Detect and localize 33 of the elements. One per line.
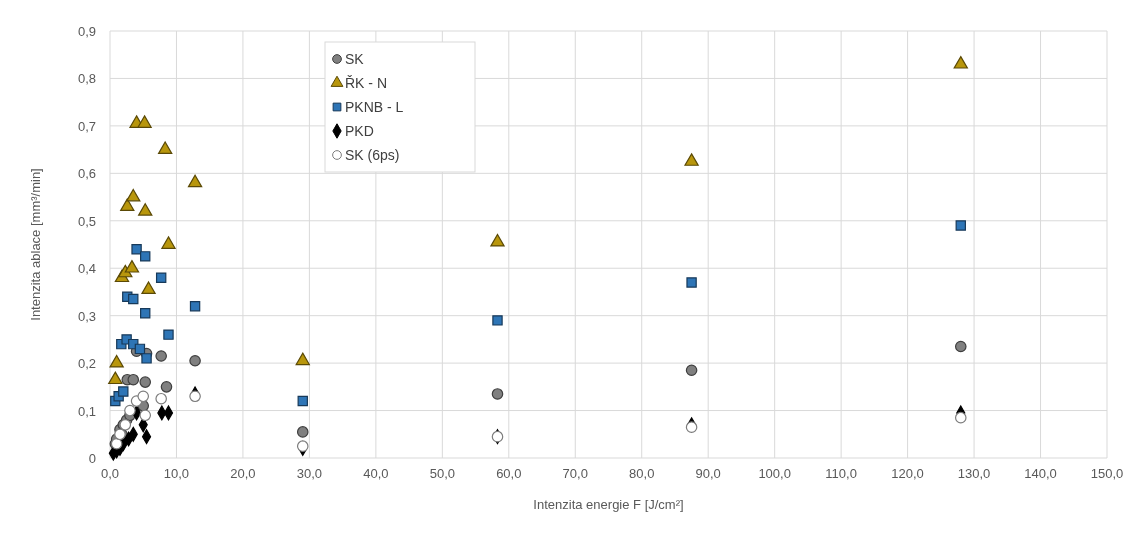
x-tick-label: 40,0 xyxy=(363,466,389,481)
x-tick-label: 130,0 xyxy=(957,466,991,481)
y-tick-label: 0,6 xyxy=(77,166,96,182)
legend-label: PKNB - L xyxy=(345,99,404,115)
y-tick-label: 0,9 xyxy=(77,24,96,39)
x-tick-label: 90,0 xyxy=(695,466,721,481)
x-tick-label: 10,0 xyxy=(163,466,190,481)
legend-label: SK (6ps) xyxy=(345,147,400,163)
x-tick-label: 120,0 xyxy=(891,466,924,481)
legend-label: PKD xyxy=(345,123,374,139)
x-tick-label: 0,0 xyxy=(100,466,120,481)
y-tick-label: 0,2 xyxy=(77,356,96,372)
x-tick-label: 60,0 xyxy=(496,466,522,481)
x-tick-label: 150,0 xyxy=(1090,466,1124,481)
legend-label: SK xyxy=(345,51,365,67)
legend-label: ŘK - N xyxy=(345,75,387,91)
x-tick-label: 50,0 xyxy=(429,466,455,481)
x-tick-label: 80,0 xyxy=(629,466,655,481)
y-tick-label: 0 xyxy=(88,451,96,466)
x-tick-label: 30,0 xyxy=(296,466,323,481)
x-tick-label: 100,0 xyxy=(758,466,791,481)
y-tick-label: 0,5 xyxy=(77,213,96,229)
x-axis-title: Intenzita energie F [J/cm²] xyxy=(533,497,684,512)
x-tick-label: 110,0 xyxy=(825,466,857,481)
y-axis-title: Intenzita ablace [mm³/min] xyxy=(28,168,43,321)
x-tick-label: 20,0 xyxy=(230,466,256,481)
y-tick-label: 0,8 xyxy=(77,71,96,87)
x-tick-label: 140,0 xyxy=(1024,466,1057,481)
y-tick-label: 0,4 xyxy=(77,261,96,277)
x-tick-label: 70,0 xyxy=(562,466,588,481)
y-tick-label: 0,7 xyxy=(77,118,96,134)
y-tick-label: 0,1 xyxy=(77,403,96,419)
y-tick-label: 0,3 xyxy=(77,308,96,324)
